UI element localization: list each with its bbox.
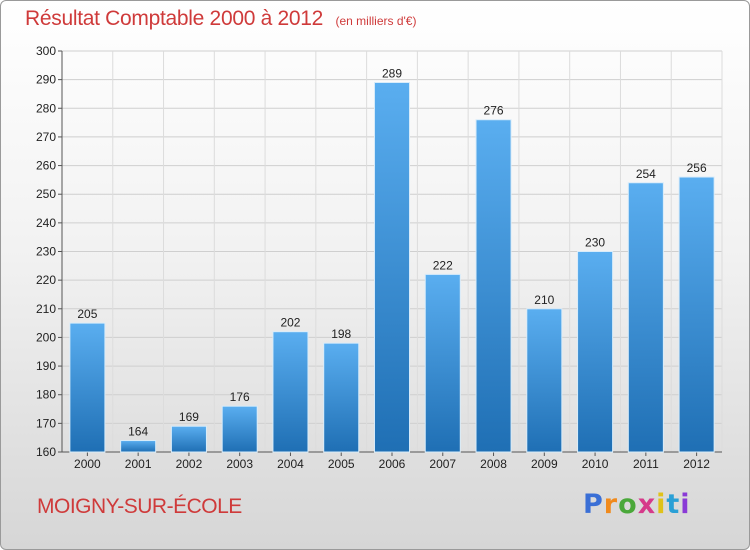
logo-letter: i <box>680 489 691 520</box>
x-tick-label-2006: 2006 <box>379 457 406 471</box>
data-label-2005: 198 <box>331 327 351 341</box>
data-label-2003: 176 <box>230 390 250 404</box>
x-tick-label-2005: 2005 <box>328 457 355 471</box>
bar-2010 <box>577 251 614 453</box>
y-tick-label-240: 240 <box>36 216 56 230</box>
commune-name: MOIGNY-SUR-ÉCOLE <box>37 495 242 518</box>
x-tick-label-2004: 2004 <box>277 457 304 471</box>
bar-2012 <box>678 176 715 453</box>
bar-2008 <box>475 119 512 453</box>
y-tick-label-170: 170 <box>36 416 56 430</box>
logo-letter: x <box>637 489 657 520</box>
x-tick-label-2001: 2001 <box>125 457 152 471</box>
x-tick-label-2007: 2007 <box>429 457 456 471</box>
y-tick-label-300: 300 <box>36 44 56 58</box>
y-tick-label-180: 180 <box>36 388 56 402</box>
logo-letter: r <box>603 489 619 520</box>
y-tick-label-290: 290 <box>36 73 56 87</box>
data-label-2007: 222 <box>433 258 453 272</box>
data-label-2006: 289 <box>382 67 402 81</box>
bars <box>69 82 715 453</box>
logo-letter: i <box>656 489 667 520</box>
labels: 160 170 180 190 200 210 220 230 240 250 260 270 280 2… <box>36 44 710 471</box>
data-label-2009: 210 <box>534 293 554 307</box>
chart-subtitle: (en milliers d'€) <box>335 14 417 28</box>
chart-title: Résultat Comptable 2000 à 2012 <box>25 7 324 30</box>
x-tick-label-2002: 2002 <box>176 457 203 471</box>
logo-letter: o <box>618 489 638 520</box>
logo-letter: P <box>583 489 604 520</box>
y-tick-label-160: 160 <box>36 445 56 459</box>
title-row: Résultat Comptable 2000 à 2012 (en milli… <box>25 7 416 31</box>
data-label-2000: 205 <box>77 307 97 321</box>
bar-2002 <box>170 425 207 453</box>
y-tick-label-250: 250 <box>36 187 56 201</box>
bar-2006 <box>373 82 411 453</box>
y-tick-label-200: 200 <box>36 330 56 344</box>
y-tick-label-220: 220 <box>36 273 56 287</box>
bar-2009 <box>526 308 563 453</box>
y-tick-label-270: 270 <box>36 130 56 144</box>
bar-2011 <box>627 182 664 453</box>
data-label-2008: 276 <box>484 104 504 118</box>
x-tick-label-2011: 2011 <box>633 457 659 471</box>
x-tick-label-2009: 2009 <box>531 457 558 471</box>
y-tick-label-210: 210 <box>36 302 56 316</box>
y-tick-label-190: 190 <box>36 359 56 373</box>
x-tick-label-2008: 2008 <box>480 457 507 471</box>
data-label-2010: 230 <box>585 236 605 250</box>
bar-2001 <box>120 440 157 453</box>
data-label-2012: 256 <box>687 161 707 175</box>
data-label-2002: 169 <box>179 410 199 424</box>
bar-2004 <box>272 331 309 453</box>
data-label-2004: 202 <box>280 316 300 330</box>
y-tick-label-230: 230 <box>36 245 56 259</box>
bar-2005 <box>323 342 360 453</box>
x-tick-label-2012: 2012 <box>683 457 710 471</box>
y-tick-label-260: 260 <box>36 159 56 173</box>
proxiti-logo[interactable]: Proxiti <box>583 489 691 520</box>
logo-letter: t <box>666 489 681 520</box>
x-tick-label-2000: 2000 <box>74 457 101 471</box>
x-tick-label-2010: 2010 <box>582 457 609 471</box>
bar-2000 <box>69 322 106 453</box>
y-tick-label-280: 280 <box>36 101 56 115</box>
bar-2003 <box>221 405 258 453</box>
data-label-2001: 164 <box>128 425 148 439</box>
x-tick-label-2003: 2003 <box>226 457 253 471</box>
bar-2007 <box>424 273 461 453</box>
data-label-2011: 254 <box>636 167 656 181</box>
